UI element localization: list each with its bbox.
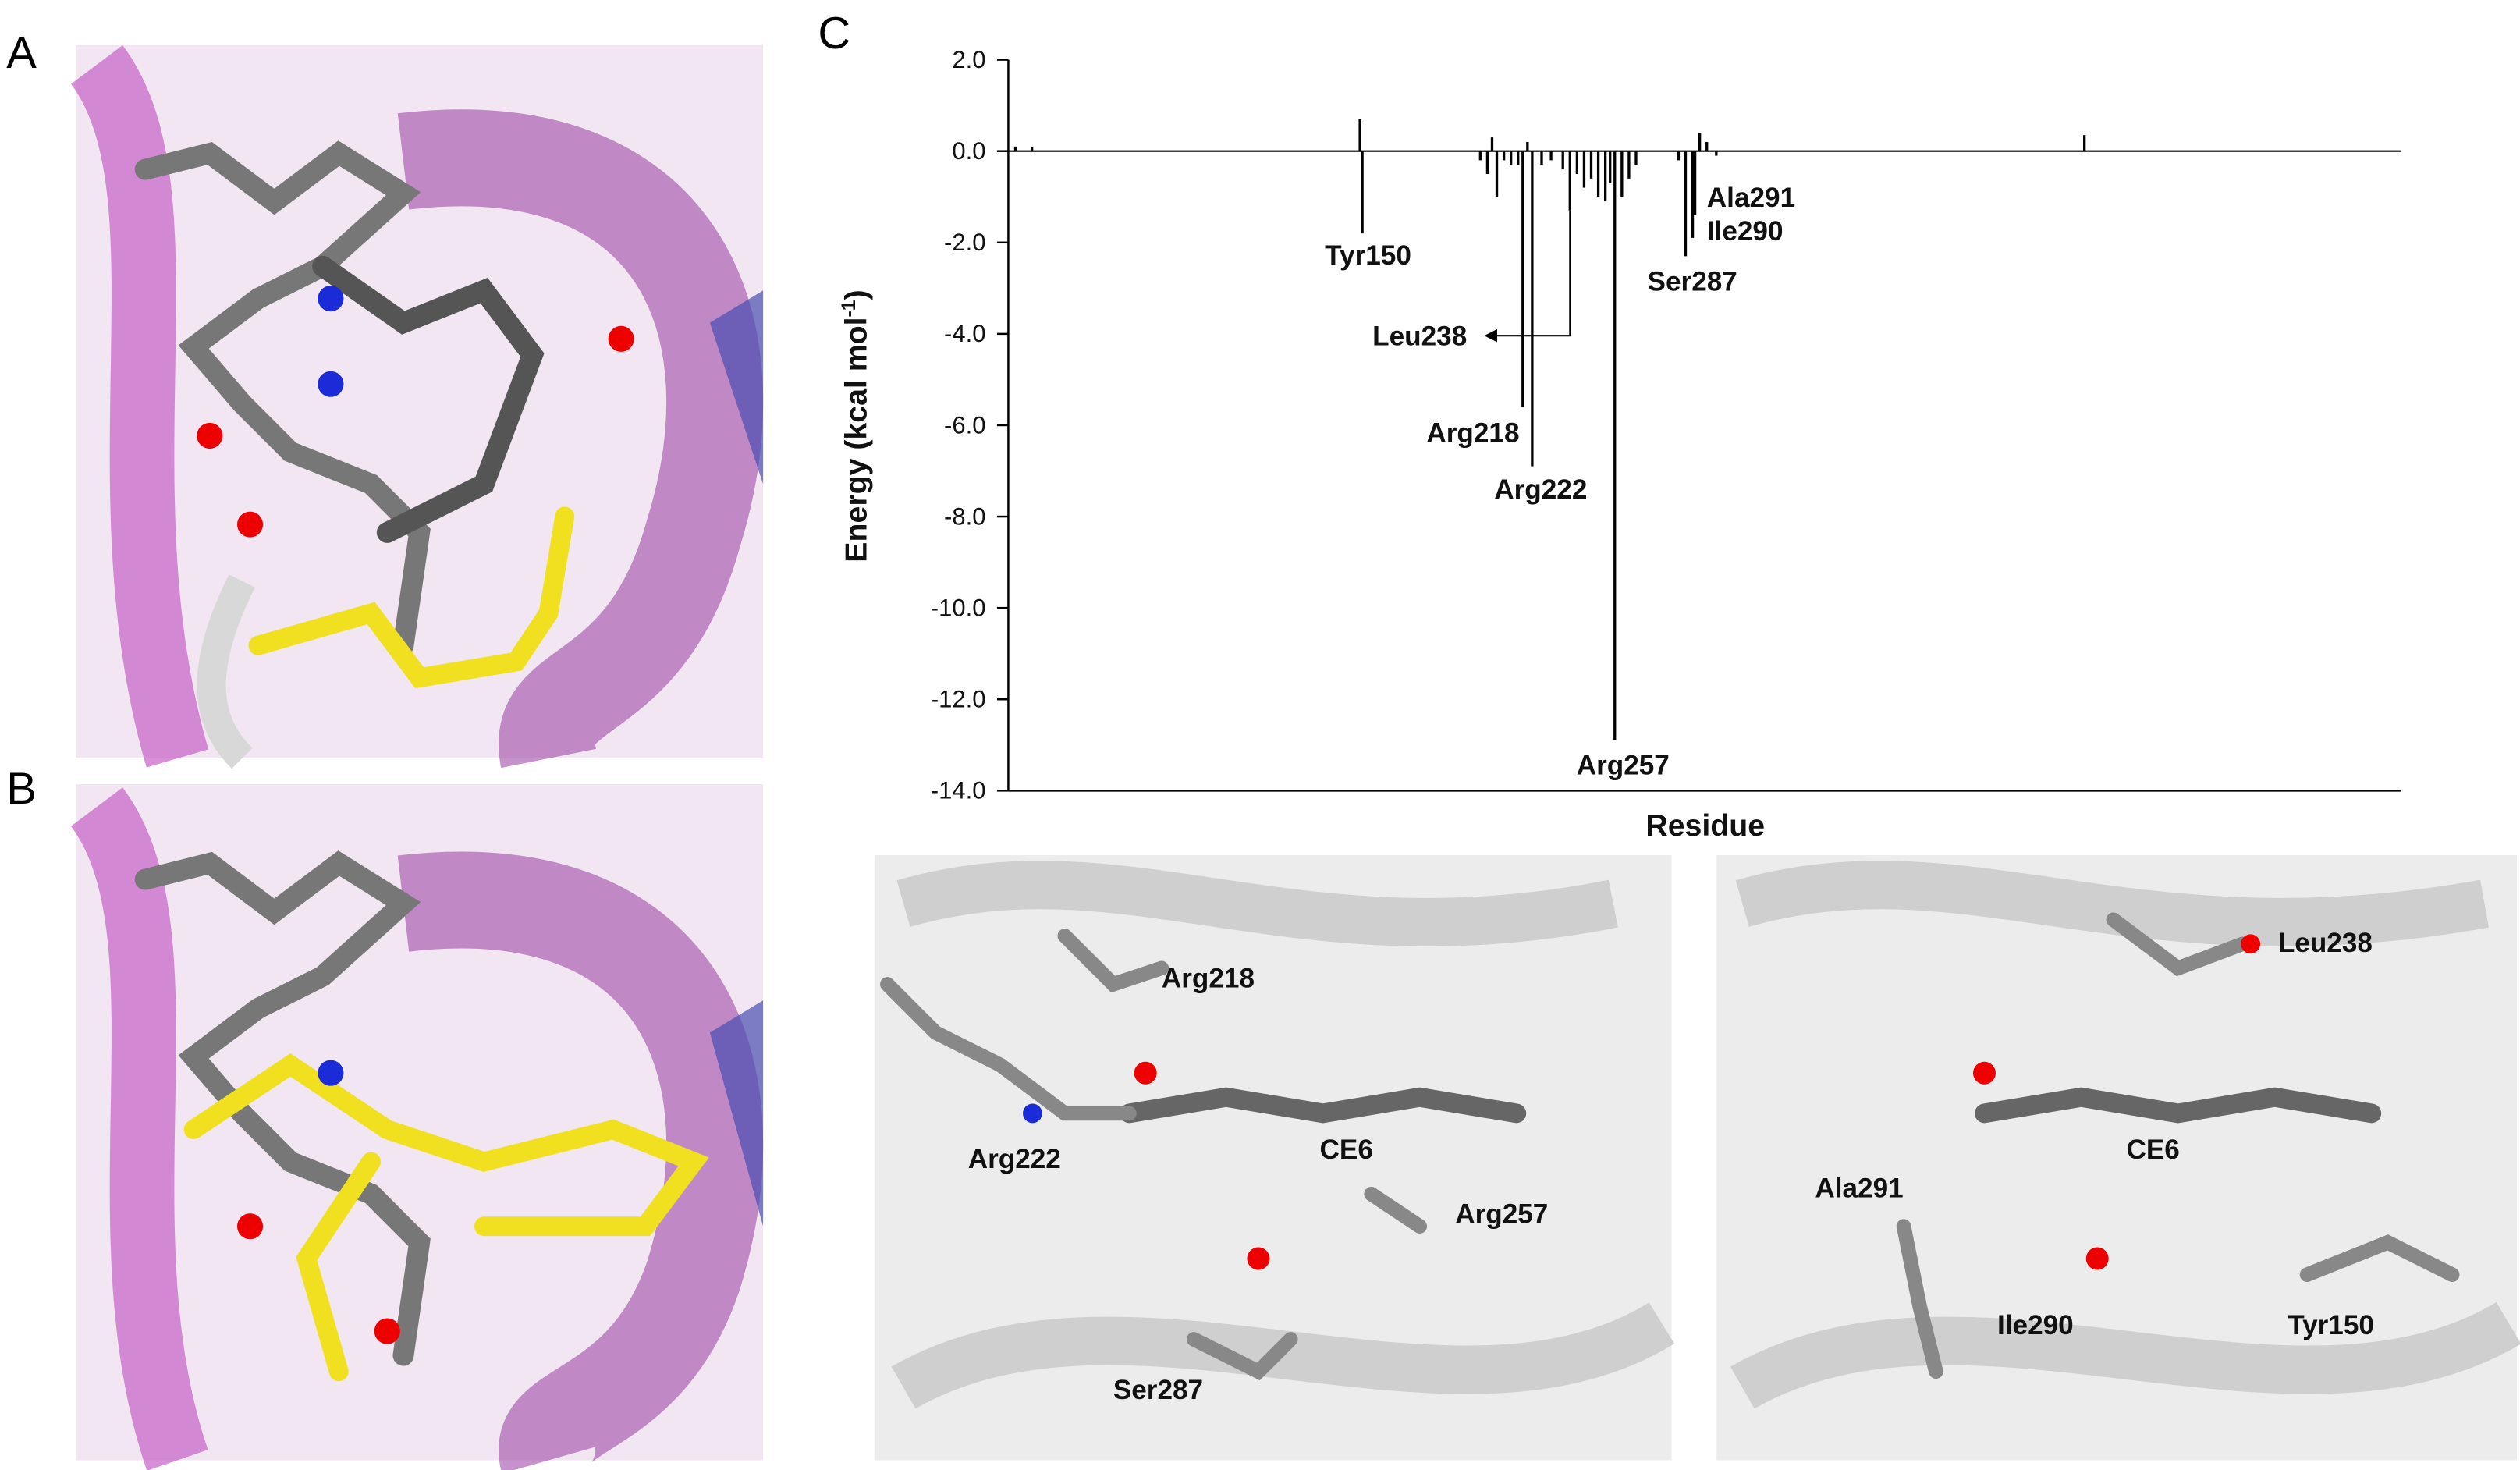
bar-label: Arg222	[1494, 474, 1587, 505]
residue-label: Arg218	[1162, 964, 1255, 994]
y-tick-label: -14.0	[931, 777, 986, 804]
y-tick-label: -2.0	[944, 229, 985, 256]
y-tick-label: -10.0	[931, 594, 986, 621]
leader-arrow	[1490, 210, 1571, 337]
bar-label: Ser287	[1648, 266, 1737, 296]
residue-label: Leu238	[2278, 928, 2373, 958]
y-tick-label: 0.0	[952, 137, 985, 165]
residue-label: Arg222	[968, 1144, 1061, 1174]
residue-label: Ser287	[1113, 1375, 1203, 1405]
bar-label: Ala291	[1707, 183, 1795, 213]
arrow-head	[1484, 328, 1497, 343]
bar-label: Arg218	[1426, 418, 1519, 449]
y-axis-title: Energy (kcal mol-1)	[839, 289, 873, 562]
y-tick-label: -8.0	[944, 502, 985, 530]
bar-label: Leu238	[1372, 321, 1467, 352]
panel-letter: A	[6, 28, 37, 78]
y-tick-label: 2.0	[952, 46, 985, 73]
residue-label: Ala291	[1815, 1173, 1903, 1203]
bar-label: Ile290	[1707, 216, 1784, 247]
residue-label: CE6	[2126, 1134, 2179, 1165]
residue-label: CE6	[1320, 1134, 1373, 1165]
x-axis-title: Residue	[1645, 808, 1765, 843]
residue-label: Tyr150	[2288, 1310, 2374, 1340]
molecule-render	[70, 44, 764, 769]
panel-letter: B	[6, 764, 37, 814]
molecule-render	[1716, 855, 2520, 1461]
panel-letter: C	[818, 9, 850, 59]
bar-label: Tyr150	[1325, 240, 1411, 271]
residue-label: Ile290	[1997, 1310, 2074, 1340]
y-tick-label: -12.0	[931, 686, 986, 713]
bar-label: Arg257	[1577, 751, 1670, 781]
molecule-render	[874, 855, 1675, 1461]
y-tick-label: -6.0	[944, 411, 985, 439]
y-tick-label: -4.0	[944, 320, 985, 347]
molecule-render	[70, 784, 764, 1470]
residue-label: Arg257	[1455, 1199, 1548, 1230]
image-labels: Arg218 Arg222 CE6 Arg257 Ser287 Leu238 A…	[968, 928, 2374, 1405]
